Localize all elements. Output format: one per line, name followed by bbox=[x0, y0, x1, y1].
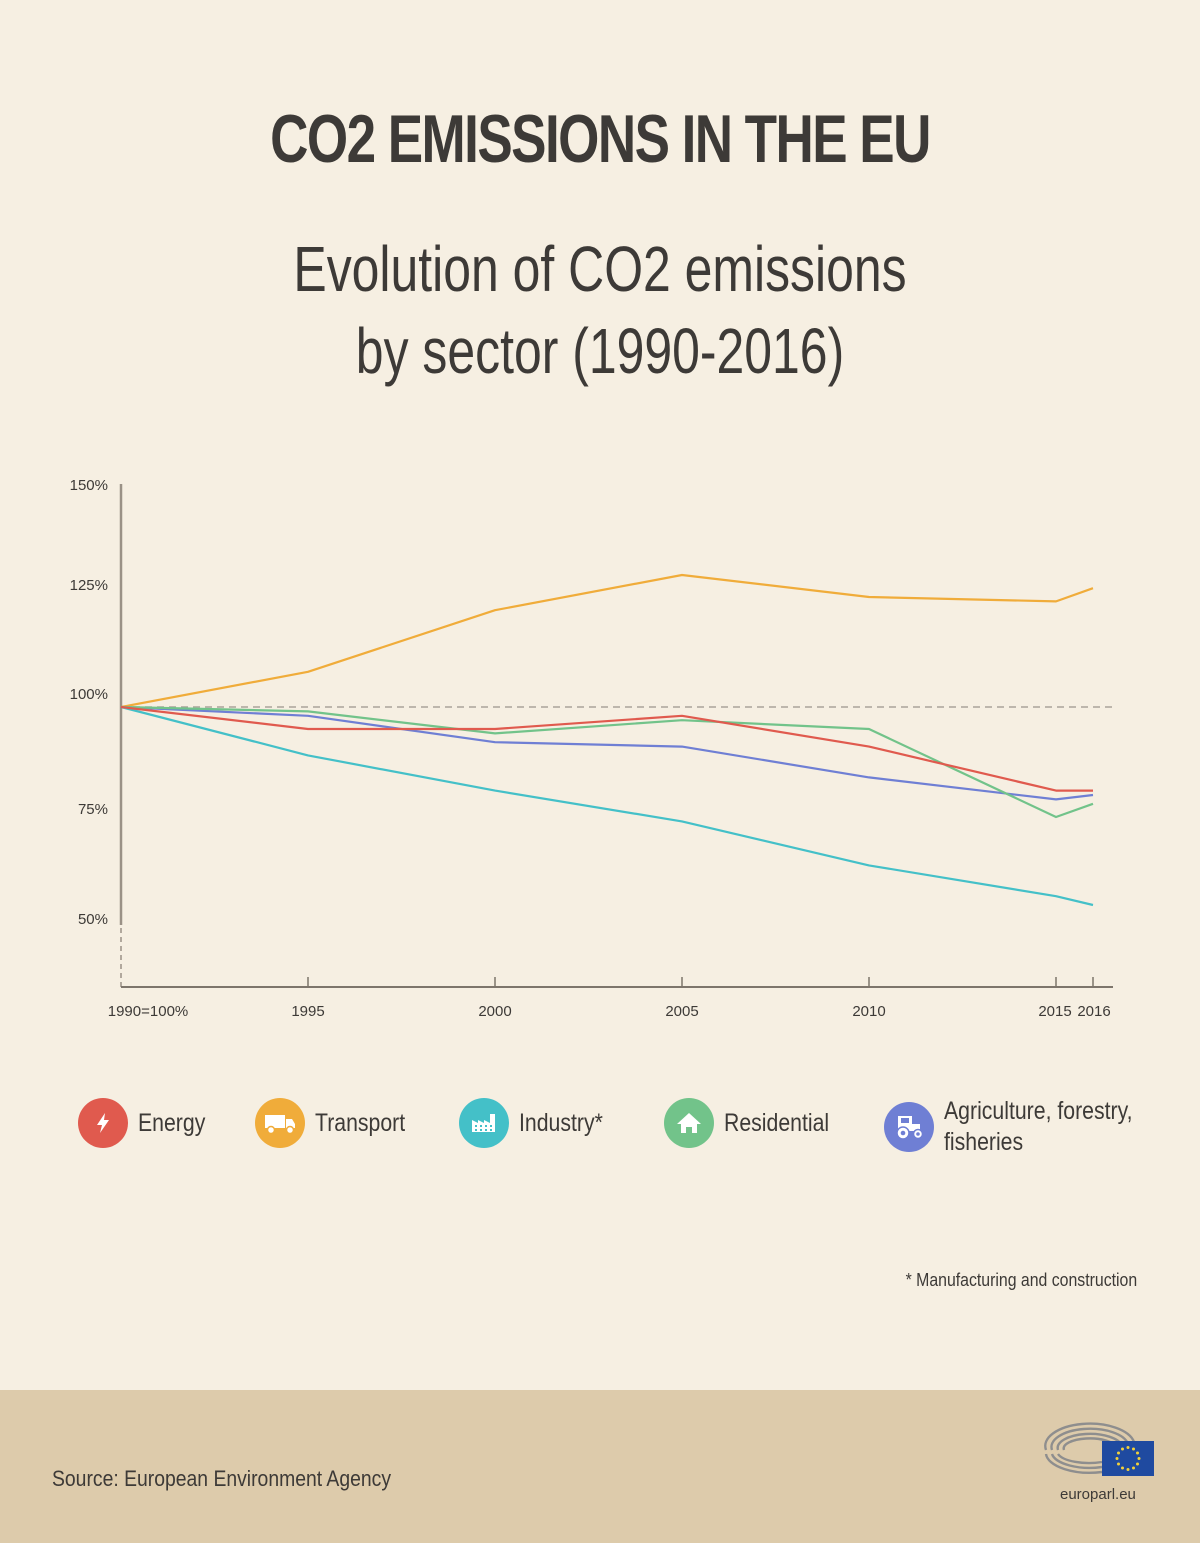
legend-item-energy: Energy bbox=[78, 1098, 217, 1148]
x-tick-label: 2000 bbox=[478, 1003, 511, 1020]
x-tick-label: 2005 bbox=[665, 1003, 698, 1020]
logo-text: europarl.eu bbox=[1060, 1486, 1136, 1503]
legend-label: Transport bbox=[315, 1108, 406, 1137]
eu-star-icon bbox=[1117, 1462, 1120, 1466]
europarl-logo bbox=[1044, 1422, 1154, 1476]
x-tick-label: 1990=100% bbox=[108, 1003, 189, 1020]
tractor-icon bbox=[884, 1102, 934, 1152]
legend-item-industry: Industry* bbox=[459, 1098, 618, 1148]
eu-star-icon bbox=[1121, 1447, 1124, 1451]
series-line-industry bbox=[120, 705, 1094, 907]
house-icon bbox=[664, 1098, 714, 1148]
y-tick-label: 75% bbox=[78, 801, 108, 818]
legend-item-agriculture: Agriculture, forestry, fisheries bbox=[884, 1096, 1166, 1158]
lightning-icon bbox=[78, 1098, 128, 1148]
legend-label: Industry* bbox=[519, 1108, 603, 1137]
legend-label: Agriculture, forestry, fisheries bbox=[944, 1096, 1133, 1158]
footer: Source: European Environment Agency euro… bbox=[0, 1390, 1200, 1543]
series-line-agriculture-forestry-fisheries bbox=[120, 705, 1094, 801]
page-title: CO2 EMISSIONS IN THE EU bbox=[270, 101, 931, 177]
eu-star-icon bbox=[1136, 1462, 1139, 1466]
x-tick-label: 2015 bbox=[1038, 1003, 1071, 1020]
y-tick-label: 150% bbox=[70, 477, 108, 494]
legend-item-residential: Residential bbox=[664, 1098, 848, 1148]
legend-item-transport: Transport bbox=[255, 1098, 421, 1148]
y-tick-label: 125% bbox=[70, 577, 108, 594]
eu-star-icon bbox=[1132, 1447, 1135, 1451]
series-line-transport bbox=[120, 573, 1094, 709]
legend-label: Residential bbox=[724, 1108, 830, 1137]
x-tick-label: 1995 bbox=[291, 1003, 324, 1020]
source-text: Source: European Environment Agency bbox=[52, 1466, 392, 1491]
legend: Energy Transport Industry* Residential A… bbox=[78, 1096, 1178, 1168]
legend-label-line2: fisheries bbox=[944, 1128, 1024, 1156]
x-tick-label: 2010 bbox=[852, 1003, 885, 1020]
x-tick-label: 2016 bbox=[1077, 1003, 1110, 1020]
eu-star-icon bbox=[1136, 1451, 1139, 1455]
footnote: * Manufacturing and construction bbox=[905, 1270, 1137, 1290]
eu-star-icon bbox=[1117, 1451, 1120, 1455]
series-line-residential bbox=[120, 705, 1094, 819]
subtitle-line-1: Evolution of CO2 emissions bbox=[293, 233, 907, 305]
y-tick-label: 100% bbox=[70, 686, 108, 703]
eu-star-icon bbox=[1132, 1466, 1135, 1470]
subtitle-line-2: by sector (1990-2016) bbox=[355, 315, 845, 387]
series-line-energy bbox=[120, 705, 1093, 792]
eu-star-icon bbox=[1126, 1446, 1130, 1449]
legend-label-line1: Agriculture, forestry, bbox=[944, 1097, 1133, 1125]
factory-icon bbox=[459, 1098, 509, 1148]
line-chart: 150% 125% 100% 75% 50% 1990=100% 1995 2000 2005 2… bbox=[70, 477, 1113, 1020]
eu-star-icon bbox=[1115, 1457, 1119, 1460]
eu-star-icon bbox=[1137, 1457, 1141, 1460]
eu-star-icon bbox=[1121, 1466, 1124, 1470]
chart-subtitle: Evolution of CO2 emissions by sector (19… bbox=[132, 228, 1068, 392]
truck-icon bbox=[255, 1098, 305, 1148]
legend-label: Energy bbox=[138, 1108, 206, 1137]
y-tick-label: 50% bbox=[78, 911, 108, 928]
eu-star-icon bbox=[1126, 1468, 1130, 1471]
